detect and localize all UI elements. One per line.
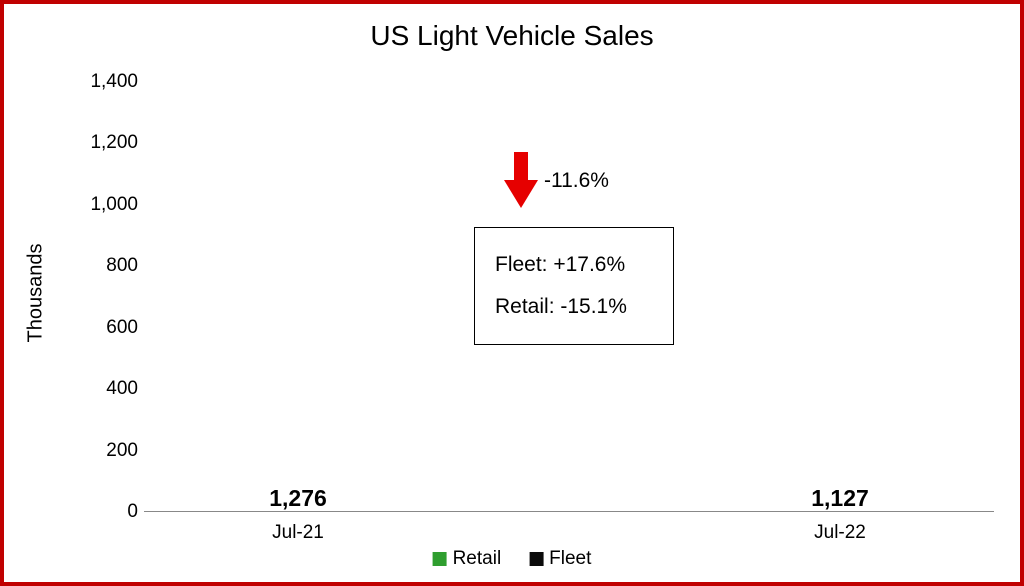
ytick: 0 <box>82 501 138 523</box>
fleet-delta: Fleet: +17.6% <box>495 244 653 286</box>
down-arrow-icon <box>504 152 538 210</box>
fleet-swatch-icon <box>529 552 543 566</box>
retail-delta: Retail: -15.1% <box>495 286 653 328</box>
delta-indicator: -11.6% <box>504 152 609 210</box>
legend-label: Fleet <box>549 548 591 570</box>
ytick: 200 <box>82 440 138 462</box>
ytick: 1,400 <box>82 71 138 93</box>
plot-area: 0 200 400 600 800 1,000 1,200 1,400 135 … <box>144 82 994 512</box>
retail-swatch-icon <box>433 552 447 566</box>
y-axis-label: Thousands <box>24 244 47 343</box>
chart-title: US Light Vehicle Sales <box>4 20 1020 52</box>
ytick: 400 <box>82 378 138 400</box>
ytick: 800 <box>82 255 138 277</box>
x-category: Jul-21 <box>174 522 422 544</box>
legend-item-fleet: Fleet <box>529 548 591 570</box>
overall-delta: -11.6% <box>544 169 609 193</box>
bar-total: 1,276 <box>174 485 422 512</box>
ytick: 600 <box>82 317 138 339</box>
legend-label: Retail <box>453 548 502 570</box>
bar-total: 1,127 <box>716 485 964 512</box>
ytick: 1,000 <box>82 194 138 216</box>
x-category: Jul-22 <box>716 522 964 544</box>
legend-item-retail: Retail <box>433 548 502 570</box>
chart-frame: US Light Vehicle Sales Thousands 0 200 4… <box>0 0 1024 586</box>
ytick: 1,200 <box>82 132 138 154</box>
delta-info-box: Fleet: +17.6% Retail: -15.1% <box>474 227 674 345</box>
legend: Retail Fleet <box>433 548 592 570</box>
